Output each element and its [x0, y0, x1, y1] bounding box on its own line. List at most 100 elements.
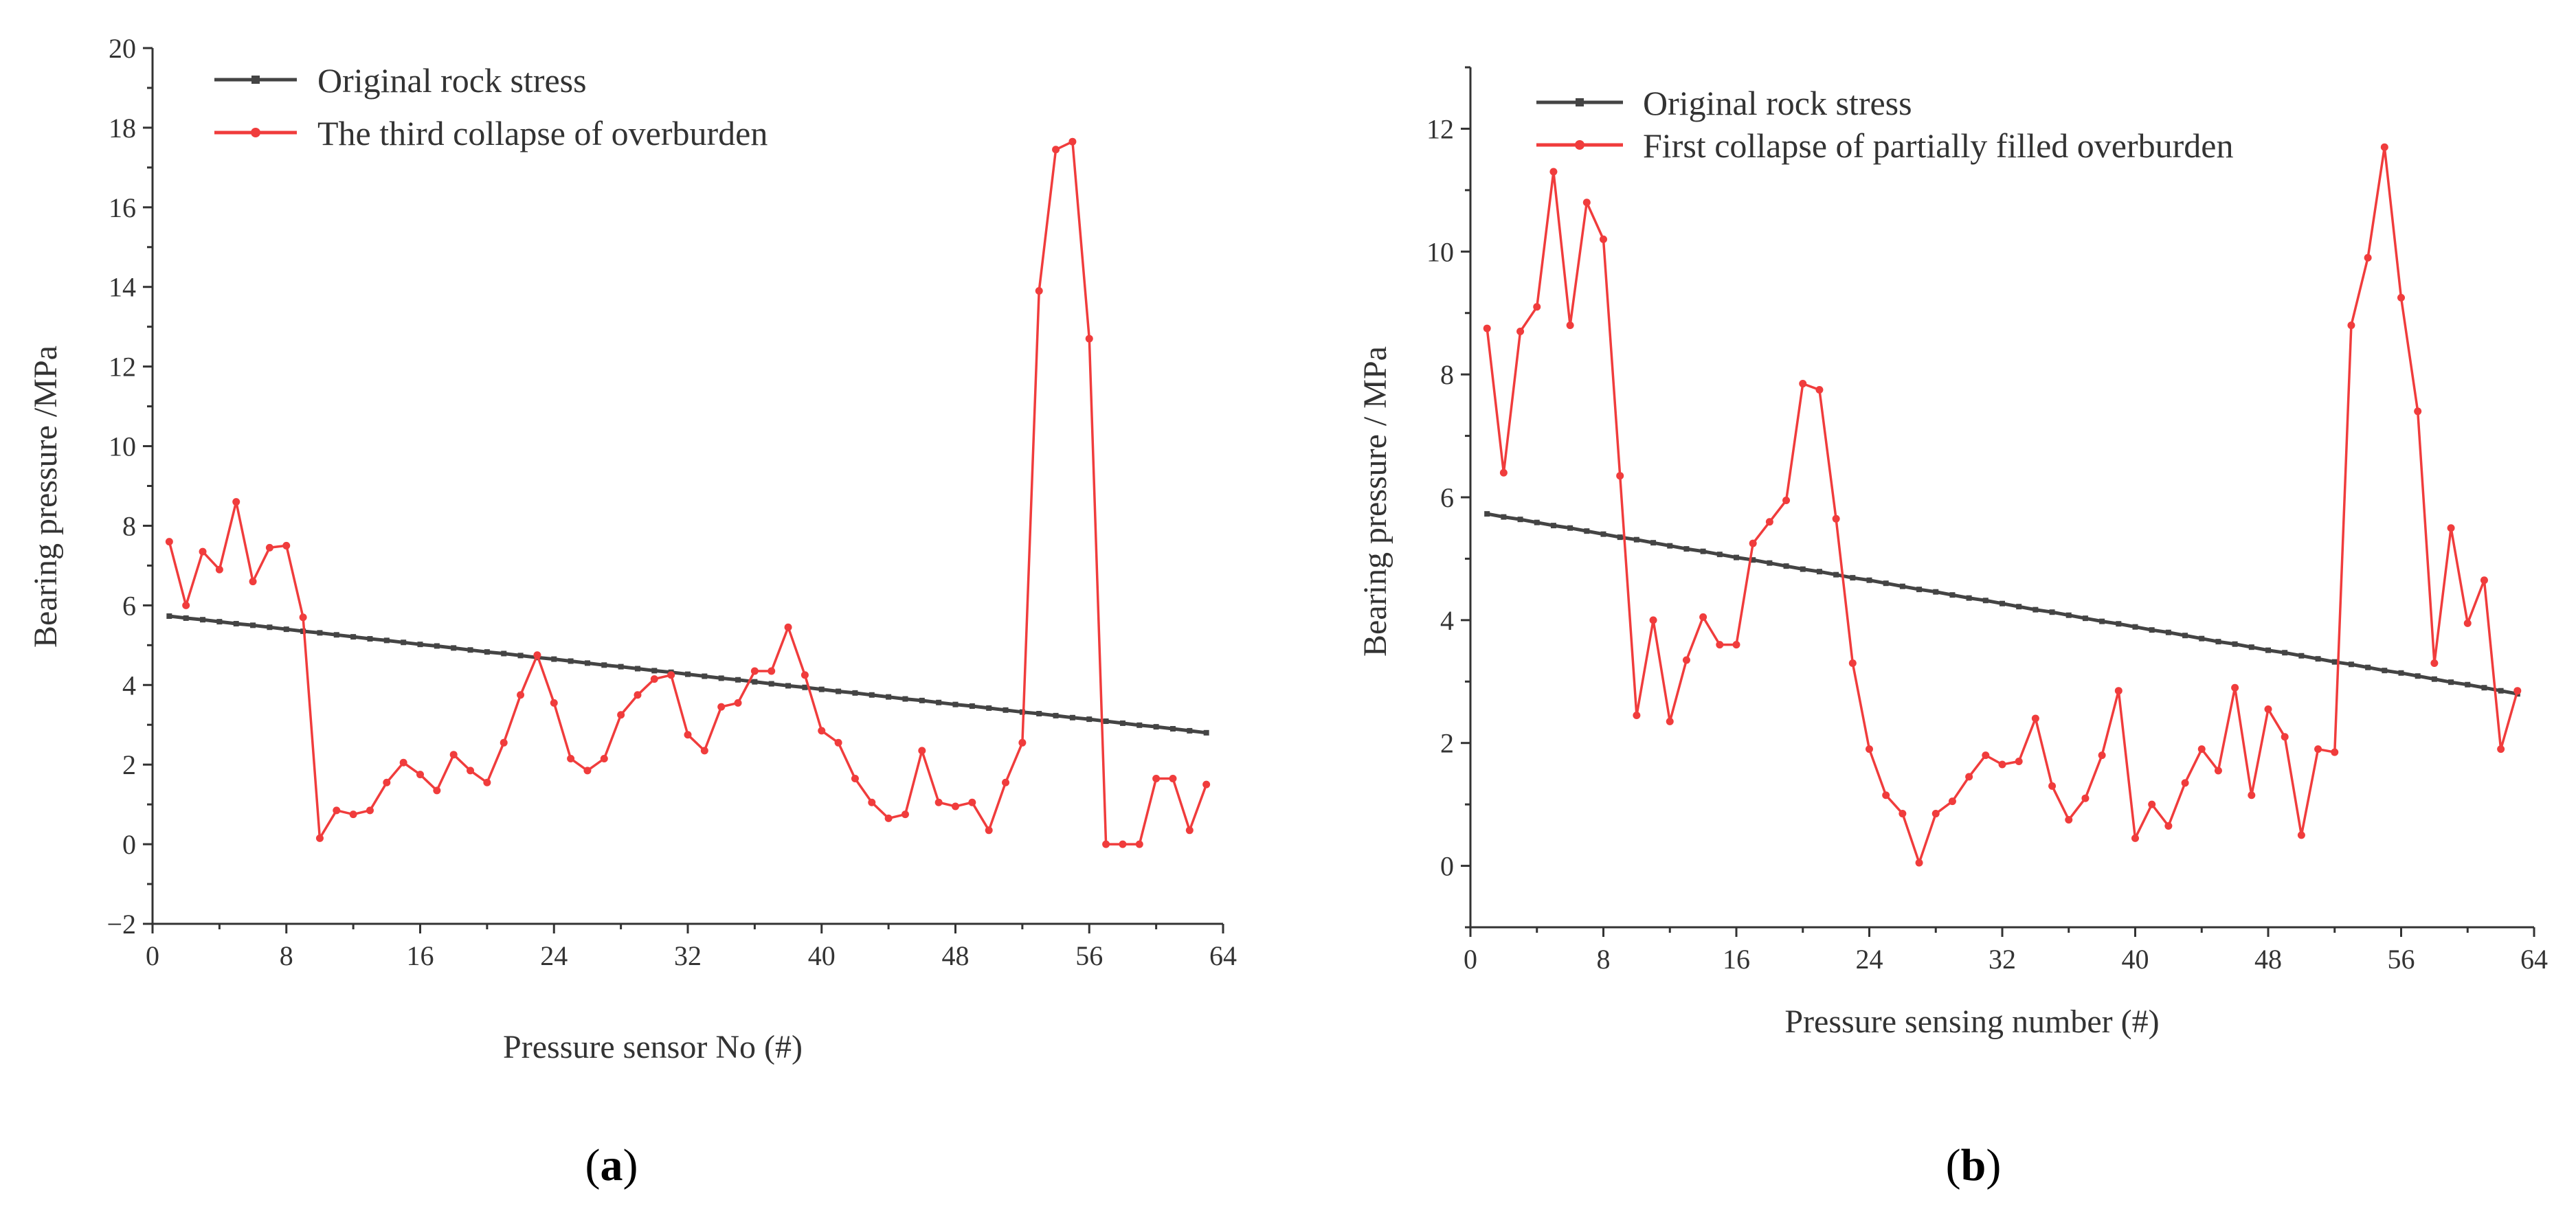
chart-b-series-line-collapse	[1486, 146, 2519, 864]
chart-a-series-line-collapse	[168, 140, 1208, 846]
chart-b-point-collapse	[1832, 514, 1840, 523]
chart-b-point-original	[1501, 514, 1507, 520]
chart-a-point-collapse	[784, 623, 792, 631]
chart-b-point-original	[2116, 621, 2122, 627]
chart-a-point-collapse	[333, 806, 341, 815]
chart-b-x-tick-label: 64	[2520, 944, 2548, 975]
chart-b-point-collapse	[2114, 687, 2123, 695]
chart-a-point-original	[517, 653, 524, 659]
chart-a-x-axis-title: Pressure sensor No (#)	[503, 1029, 803, 1065]
panel-label-a-open: (	[585, 1140, 601, 1190]
chart-a-point-original	[768, 681, 774, 687]
chart-b-point-collapse	[1948, 797, 1956, 806]
chart-a-point-original	[785, 683, 792, 689]
chart-b-axes	[1461, 66, 2535, 937]
chart-a-point-original	[451, 645, 457, 651]
chart-b-point-original	[1850, 575, 1856, 581]
chart-b-point-collapse	[1848, 659, 1857, 667]
chart-b-point-collapse	[2281, 733, 2289, 741]
chart-b-point-original	[2282, 650, 2288, 656]
chart-b-point-collapse	[2048, 782, 2057, 790]
chart-b-point-original	[2448, 679, 2454, 685]
chart-a-point-collapse	[500, 738, 508, 747]
panel-label-a: (a)	[585, 1140, 638, 1190]
chart-b-x-tick-label: 24	[1856, 944, 1883, 975]
chart-a-x-tick-label: 56	[1075, 940, 1103, 971]
chart-b-point-collapse	[2364, 253, 2372, 262]
chart-b-point-collapse	[1716, 641, 1724, 649]
chart-a-point-original	[936, 699, 942, 705]
chart-a-point-collapse	[717, 703, 726, 711]
chart-b-point-collapse	[2081, 794, 2090, 802]
chart-a-point-original	[601, 662, 607, 668]
chart-b-point-collapse	[2497, 745, 2505, 753]
chart-b-point-original	[2248, 644, 2254, 650]
chart-b-point-collapse	[2264, 705, 2272, 714]
chart-a-point-original	[467, 647, 473, 653]
chart-b-point-original	[1883, 580, 1889, 587]
chart-a-point-original	[685, 671, 691, 677]
chart-a-point-original	[1036, 711, 1042, 716]
chart-a-x-tick-label: 0	[146, 940, 159, 971]
chart-b-point-original	[2049, 609, 2055, 615]
chart-a-point-collapse	[918, 747, 926, 755]
chart-a-point-collapse	[1202, 780, 1211, 789]
chart-a-point-original	[986, 705, 992, 711]
chart-b-point-original	[2165, 629, 2171, 635]
chart-b-legend-label-collapse: First collapse of partially filled overb…	[1643, 126, 2233, 165]
chart-b-point-collapse	[1649, 616, 1657, 624]
chart-a-point-collapse	[550, 699, 558, 707]
chart-b-point-original	[2032, 606, 2039, 613]
chart-a-y-tick-label: 2	[122, 749, 136, 780]
chart-b-point-collapse	[2248, 791, 2256, 800]
chart-a-point-collapse	[416, 771, 424, 779]
chart-b-point-collapse	[1666, 717, 1674, 725]
chart-b-y-tick-label: 6	[1440, 482, 1454, 513]
chart-b-y-tick-label: 8	[1440, 359, 1454, 390]
chart-a-point-collapse	[667, 671, 675, 679]
chart-b-point-original	[1517, 517, 1523, 523]
chart-b-point-original	[1783, 563, 1789, 569]
chart-a-point-collapse	[968, 798, 976, 806]
chart-b-point-collapse	[1749, 539, 1757, 547]
chart-a-point-original	[802, 684, 808, 690]
chart-a-point-original	[1153, 724, 1159, 730]
chart-a-y-tick-label: 20	[109, 33, 136, 64]
chart-b-legend-marker-collapse	[1575, 140, 1584, 150]
chart-b-point-collapse	[2380, 143, 2388, 151]
chart-b-point-collapse	[1998, 760, 2006, 769]
chart-b-point-collapse	[1732, 641, 1740, 649]
chart-b-point-original	[1949, 592, 1956, 598]
chart-b-point-original	[1700, 548, 1706, 554]
chart-a-x-tick-label: 16	[407, 940, 434, 971]
chart-b-point-original	[1866, 577, 1872, 583]
chart-a-point-original	[852, 690, 858, 696]
chart-b-point-collapse	[2031, 714, 2039, 723]
panel-label-b-close: )	[1986, 1140, 2001, 1190]
chart-b-point-collapse	[1882, 791, 1890, 800]
chart-b-point-original	[1982, 598, 1989, 604]
chart-a-x-tick-label: 40	[808, 940, 836, 971]
chart-b-x-tick-label: 48	[2254, 944, 2282, 975]
chart-a-point-original	[886, 694, 892, 700]
chart-b-point-collapse	[2347, 321, 2355, 330]
chart-a-legend-marker-original	[251, 76, 260, 84]
panel-label-b: (b)	[1946, 1140, 2002, 1190]
chart-panel-a: Bearing pressure /MPa Pressure sensor No…	[27, 33, 1237, 1190]
chart-b-x-tick-label: 32	[1989, 944, 2016, 975]
chart-a-point-original	[1169, 726, 1176, 732]
chart-a-point-original	[501, 650, 507, 657]
chart-a-point-collapse	[533, 651, 541, 659]
chart-b-point-original	[1750, 557, 1756, 563]
chart-a-point-collapse	[884, 814, 893, 822]
chart-a-point-collapse	[818, 727, 826, 735]
chart-a-point-original	[200, 617, 206, 623]
chart-a-point-original	[417, 642, 423, 648]
chart-b-legend: Original rock stress First collapse of p…	[1536, 84, 2233, 165]
chart-a-point-original	[1203, 729, 1209, 736]
chart-a-point-original	[1187, 727, 1193, 734]
chart-a-y-tick-label: 18	[109, 113, 136, 144]
chart-a-point-collapse	[1068, 137, 1077, 146]
chart-b-point-original	[2265, 647, 2271, 653]
chart-a-point-original	[367, 636, 373, 642]
